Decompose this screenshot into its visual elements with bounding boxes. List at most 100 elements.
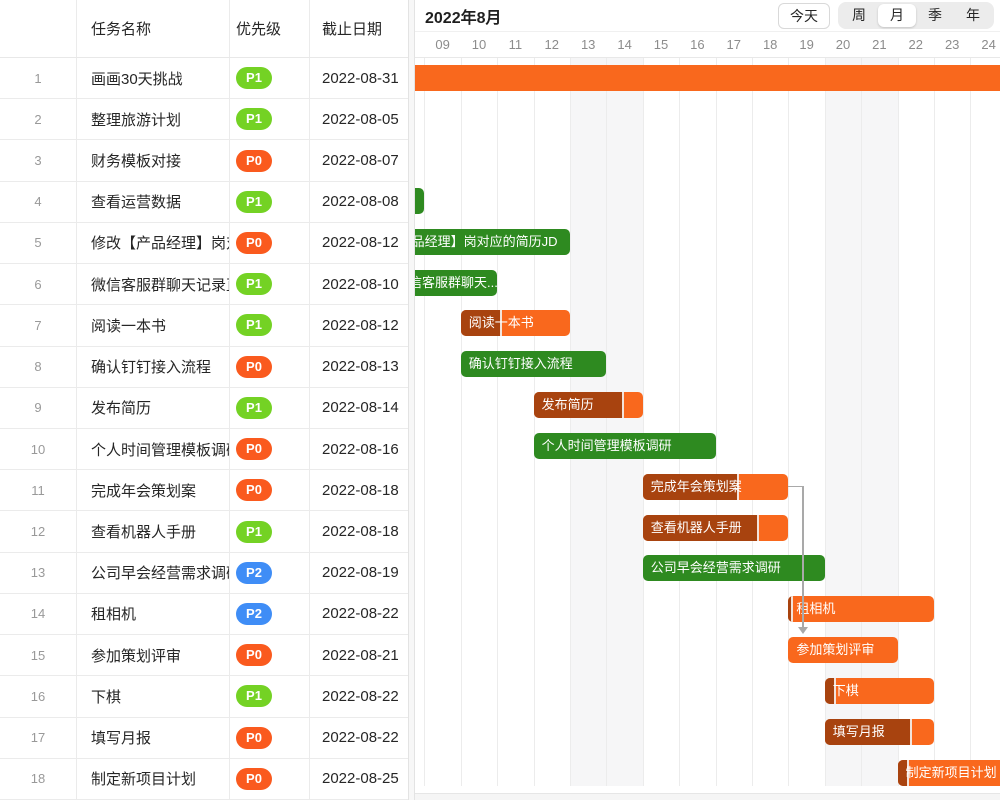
due-date: 2022-08-31 xyxy=(322,69,399,87)
gantt-bar[interactable]: 参加策划评审 xyxy=(788,637,898,664)
priority-badge: P0 xyxy=(236,767,272,790)
task-row[interactable]: 4 查看运营数据 P1 2022-08-08 xyxy=(0,181,408,223)
horizontal-scrollbar[interactable] xyxy=(415,793,1000,800)
today-button[interactable]: 今天 xyxy=(778,2,830,29)
gantt-bar[interactable]: 确认钉钉接入流程 xyxy=(460,351,607,378)
task-row[interactable]: 7 阅读一本书 P1 2022-08-12 xyxy=(0,305,408,347)
gridline xyxy=(970,32,972,786)
task-row[interactable]: 18 制定新项目计划 P0 2022-08-25 xyxy=(0,758,408,800)
view-option-month[interactable]: 月 xyxy=(878,4,916,27)
month-title: 2022年8月 xyxy=(425,9,502,27)
priority-badge: P0 xyxy=(236,149,272,172)
gantt-bar[interactable]: 阅读一本书 xyxy=(460,310,570,337)
task-priority-cell: P1 xyxy=(230,58,310,99)
gantt-bar[interactable]: 制定新项目计划 xyxy=(897,759,1000,786)
task-row[interactable]: 10 个人时间管理模板调研 P0 2022-08-16 xyxy=(0,428,408,471)
date-column-label: 23 xyxy=(944,37,960,52)
gantt-bar[interactable]: 下棋 xyxy=(824,677,934,704)
gantt-bar[interactable]: 查看机器人手册 xyxy=(642,514,789,541)
task-row[interactable]: 9 发布简历 P1 2022-08-14 xyxy=(0,387,408,429)
gantt-bar[interactable]: 公司早会经营需求调研 xyxy=(642,555,825,582)
priority-badge: P0 xyxy=(236,438,272,461)
date-column-label: 14 xyxy=(617,37,632,52)
gantt-bar[interactable]: 个人时间管理模板调研 xyxy=(533,432,716,459)
gantt-bar[interactable] xyxy=(415,65,1000,92)
task-index: 8 xyxy=(0,346,77,387)
date-column-label: 12 xyxy=(544,37,560,52)
task-index: 13 xyxy=(0,552,77,593)
view-option-year[interactable]: 年 xyxy=(966,7,980,23)
gantt-bar[interactable]: 完成年会策划案 xyxy=(642,473,789,500)
gantt-bar[interactable]: 租相机 xyxy=(788,596,934,623)
task-row[interactable]: 16 下棋 P1 2022-08-22 xyxy=(0,676,408,718)
date-column-label: 17 xyxy=(726,37,742,52)
gridline xyxy=(788,32,790,786)
weekend-column xyxy=(861,32,898,786)
gantt-panel: 查看运营数据修改【产品经理】岗对应的简历JD 微信客服群聊天... 阅读一本书确认钉… xyxy=(415,0,1000,800)
gridline xyxy=(715,32,717,786)
gantt-bar[interactable]: 修改【产品经理】岗对应的简历JD xyxy=(415,228,570,255)
task-name: 公司早会经营需求调研 xyxy=(77,552,230,593)
gridline xyxy=(824,32,826,786)
task-row[interactable]: 11 完成年会策划案 P0 2022-08-18 xyxy=(0,470,408,512)
task-row[interactable]: 3 财务模板对接 P0 2022-08-07 xyxy=(0,140,408,182)
gantt-bar-progress xyxy=(824,677,836,704)
task-name: 确认钉钉接入流程 xyxy=(77,346,230,387)
view-option-quarter[interactable]: 季 xyxy=(928,7,942,23)
task-row[interactable]: 17 填写月报 P0 2022-08-22 xyxy=(0,717,408,759)
gantt-bar[interactable]: 发布简历 xyxy=(533,392,643,419)
date-column-label: 24 xyxy=(981,37,996,52)
task-row[interactable]: 2 整理旅游计划 P1 2022-08-05 xyxy=(0,99,408,141)
priority-badge: P1 xyxy=(236,273,272,296)
task-priority-cell: P1 xyxy=(230,387,310,428)
task-row[interactable]: 15 参加策划评审 P0 2022-08-21 xyxy=(0,635,408,677)
task-row[interactable]: 14 租相机 P2 2022-08-22 xyxy=(0,593,408,636)
task-row[interactable]: 13 公司早会经营需求调研 P2 2022-08-19 xyxy=(0,552,408,594)
task-row[interactable]: 8 确认钉钉接入流程 P0 2022-08-13 xyxy=(0,346,408,388)
priority-badge: P1 xyxy=(236,314,272,337)
task-index: 3 xyxy=(0,140,77,181)
task-index: 16 xyxy=(0,676,77,717)
gridline xyxy=(460,32,462,786)
priority-badge: P0 xyxy=(236,726,272,749)
task-index: 15 xyxy=(0,635,77,676)
task-index: 2 xyxy=(0,99,77,140)
task-row[interactable]: 5修改【产品经理】岗对应的简历JD P0 2022-08-12 xyxy=(0,222,408,265)
task-row[interactable]: 12 查看机器人手册 P1 2022-08-18 xyxy=(0,511,408,553)
gridline xyxy=(642,32,644,786)
priority-badge: P0 xyxy=(236,644,272,667)
due-date: 2022-08-14 xyxy=(322,399,399,417)
task-name: 财务模板对接 xyxy=(77,140,230,181)
header-priority: 优先级 xyxy=(230,0,310,57)
task-priority-cell: P0 xyxy=(230,470,310,511)
task-name: 参加策划评审 xyxy=(77,635,230,676)
dependency-connector xyxy=(788,485,804,488)
gridline xyxy=(497,32,499,786)
task-row[interactable]: 6 微信客服群聊天记录直 P1 2022-08-10 xyxy=(0,264,408,306)
gantt-bar-label: 确认钉钉接入流程 xyxy=(468,356,573,372)
priority-badge: P1 xyxy=(236,396,272,419)
task-priority-cell: P1 xyxy=(230,305,310,346)
gantt-bar[interactable]: 填写月报 xyxy=(824,718,934,745)
task-index: 4 xyxy=(0,181,77,222)
gantt-bar[interactable]: 微信客服群聊天... xyxy=(415,269,498,296)
due-date: 2022-08-22 xyxy=(322,729,399,747)
due-date: 2022-08-25 xyxy=(322,770,399,788)
gantt-bar[interactable]: 查看运营数据 xyxy=(415,187,425,214)
task-index: 9 xyxy=(0,387,77,428)
gantt-bar-label: 完成年会策划案 xyxy=(650,478,742,494)
view-option-week[interactable]: 周 xyxy=(852,7,866,23)
due-date: 2022-08-12 xyxy=(322,234,399,252)
date-column-label: 22 xyxy=(908,37,924,52)
table-gantt-splitter[interactable] xyxy=(408,0,415,800)
task-name: 完成年会策划案 xyxy=(77,470,230,511)
task-row[interactable]: 1 画画30天挑战 P1 2022-08-31 xyxy=(0,58,408,100)
table-body: 1 画画30天挑战 P1 2022-08-31 2 整理旅游计划 P1 2022-08-05 3… xyxy=(0,58,408,800)
priority-badge: P1 xyxy=(236,190,272,213)
task-priority-cell: P0 xyxy=(230,428,310,470)
task-name: 制定新项目计划 xyxy=(77,758,230,799)
priority-badge: P2 xyxy=(236,561,272,584)
task-index: 12 xyxy=(0,511,77,552)
task-priority-cell: P0 xyxy=(230,717,310,758)
